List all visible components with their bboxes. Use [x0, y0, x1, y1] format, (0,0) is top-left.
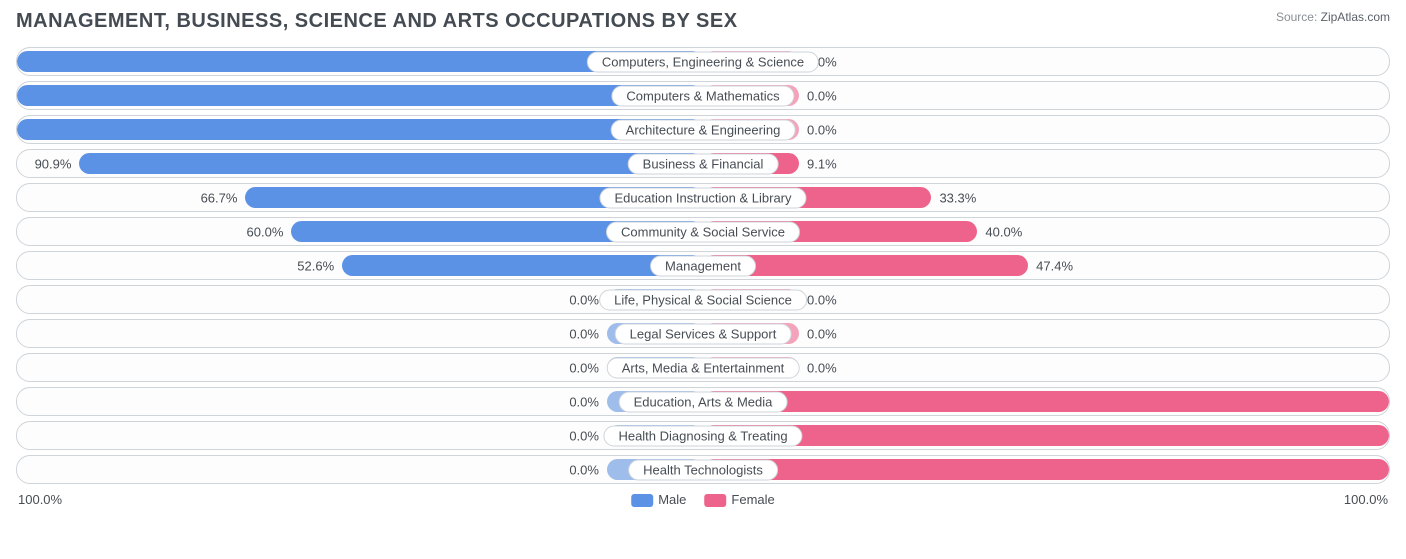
category-label: Health Diagnosing & Treating [603, 425, 802, 446]
chart-row: 0.0%100.0%Health Diagnosing & Treating [16, 421, 1390, 450]
chart-row: 0.0%100.0%Education, Arts & Media [16, 387, 1390, 416]
chart-row: 52.6% 47.4% Management [16, 251, 1390, 280]
male-value: 0.0% [569, 292, 599, 307]
category-label: Legal Services & Support [615, 323, 792, 344]
chart-row: 0.0% 0.0% Arts, Media & Entertainment [16, 353, 1390, 382]
legend-label-male: Male [658, 492, 686, 507]
chart-title: MANAGEMENT, BUSINESS, SCIENCE AND ARTS O… [16, 10, 738, 33]
category-label: Management [650, 255, 756, 276]
chart-header: MANAGEMENT, BUSINESS, SCIENCE AND ARTS O… [16, 10, 1390, 33]
chart-rows: 100.0%0.0%Computers, Engineering & Scien… [16, 47, 1390, 484]
legend-swatch-female [704, 494, 726, 507]
male-bar [17, 119, 703, 140]
female-bar [703, 391, 1389, 412]
female-value: 40.0% [985, 224, 1022, 239]
female-value: 0.0% [807, 326, 837, 341]
female-bar [703, 425, 1389, 446]
chart-row: 66.7% 33.3% Education Instruction & Librar… [16, 183, 1390, 212]
chart-row: 0.0% 0.0%Life, Physical & Social Science [16, 285, 1390, 314]
chart-row: 0.0% 0.0% Legal Services & Support [16, 319, 1390, 348]
category-label: Education, Arts & Media [619, 391, 788, 412]
male-value: 90.9% [35, 156, 72, 171]
occupations-by-sex-chart: MANAGEMENT, BUSINESS, SCIENCE AND ARTS O… [0, 0, 1406, 559]
male-value: 66.7% [201, 190, 238, 205]
chart-row: 100.0%0.0%Computers, Engineering & Scien… [16, 47, 1390, 76]
category-label: Education Instruction & Library [599, 187, 806, 208]
legend-label-female: Female [731, 492, 774, 507]
chart-row: 100.0%0.0%Architecture & Engineering [16, 115, 1390, 144]
female-bar [703, 459, 1389, 480]
female-value: 0.0% [807, 292, 837, 307]
category-label: Computers & Mathematics [611, 85, 794, 106]
source-label: Source: [1276, 10, 1317, 24]
male-value: 60.0% [247, 224, 284, 239]
female-value: 33.3% [939, 190, 976, 205]
male-value: 0.0% [569, 394, 599, 409]
legend-swatch-male [631, 494, 653, 507]
category-label: Health Technologists [628, 459, 778, 480]
female-value: 0.0% [807, 122, 837, 137]
male-value: 52.6% [297, 258, 334, 273]
chart-row: 60.0% 40.0% Community & Social Service [16, 217, 1390, 246]
legend: Male Female [631, 492, 775, 507]
category-label: Business & Financial [628, 153, 779, 174]
female-value: 0.0% [807, 360, 837, 375]
axis-left-label: 100.0% [18, 492, 62, 507]
male-value: 0.0% [569, 360, 599, 375]
chart-footer: 100.0% 100.0% Male Female [16, 492, 1390, 514]
legend-item-female: Female [704, 492, 774, 507]
category-label: Life, Physical & Social Science [599, 289, 807, 310]
category-label: Community & Social Service [606, 221, 800, 242]
male-value: 0.0% [569, 326, 599, 341]
female-value: 47.4% [1036, 258, 1073, 273]
chart-source: Source: ZipAtlas.com [1276, 10, 1390, 24]
legend-item-male: Male [631, 492, 686, 507]
category-label: Computers, Engineering & Science [587, 51, 819, 72]
chart-row: 90.9% 9.1% Business & Financial [16, 149, 1390, 178]
male-bar [17, 85, 703, 106]
male-bar [79, 153, 703, 174]
category-label: Arts, Media & Entertainment [607, 357, 800, 378]
male-bar [342, 255, 703, 276]
category-label: Architecture & Engineering [611, 119, 796, 140]
chart-row: 0.0%100.0%Health Technologists [16, 455, 1390, 484]
male-value: 0.0% [569, 428, 599, 443]
female-value: 0.0% [807, 88, 837, 103]
male-value: 0.0% [569, 462, 599, 477]
female-value: 9.1% [807, 156, 837, 171]
chart-row: 100.0%0.0%Computers & Mathematics [16, 81, 1390, 110]
axis-right-label: 100.0% [1344, 492, 1388, 507]
source-value: ZipAtlas.com [1321, 10, 1390, 24]
